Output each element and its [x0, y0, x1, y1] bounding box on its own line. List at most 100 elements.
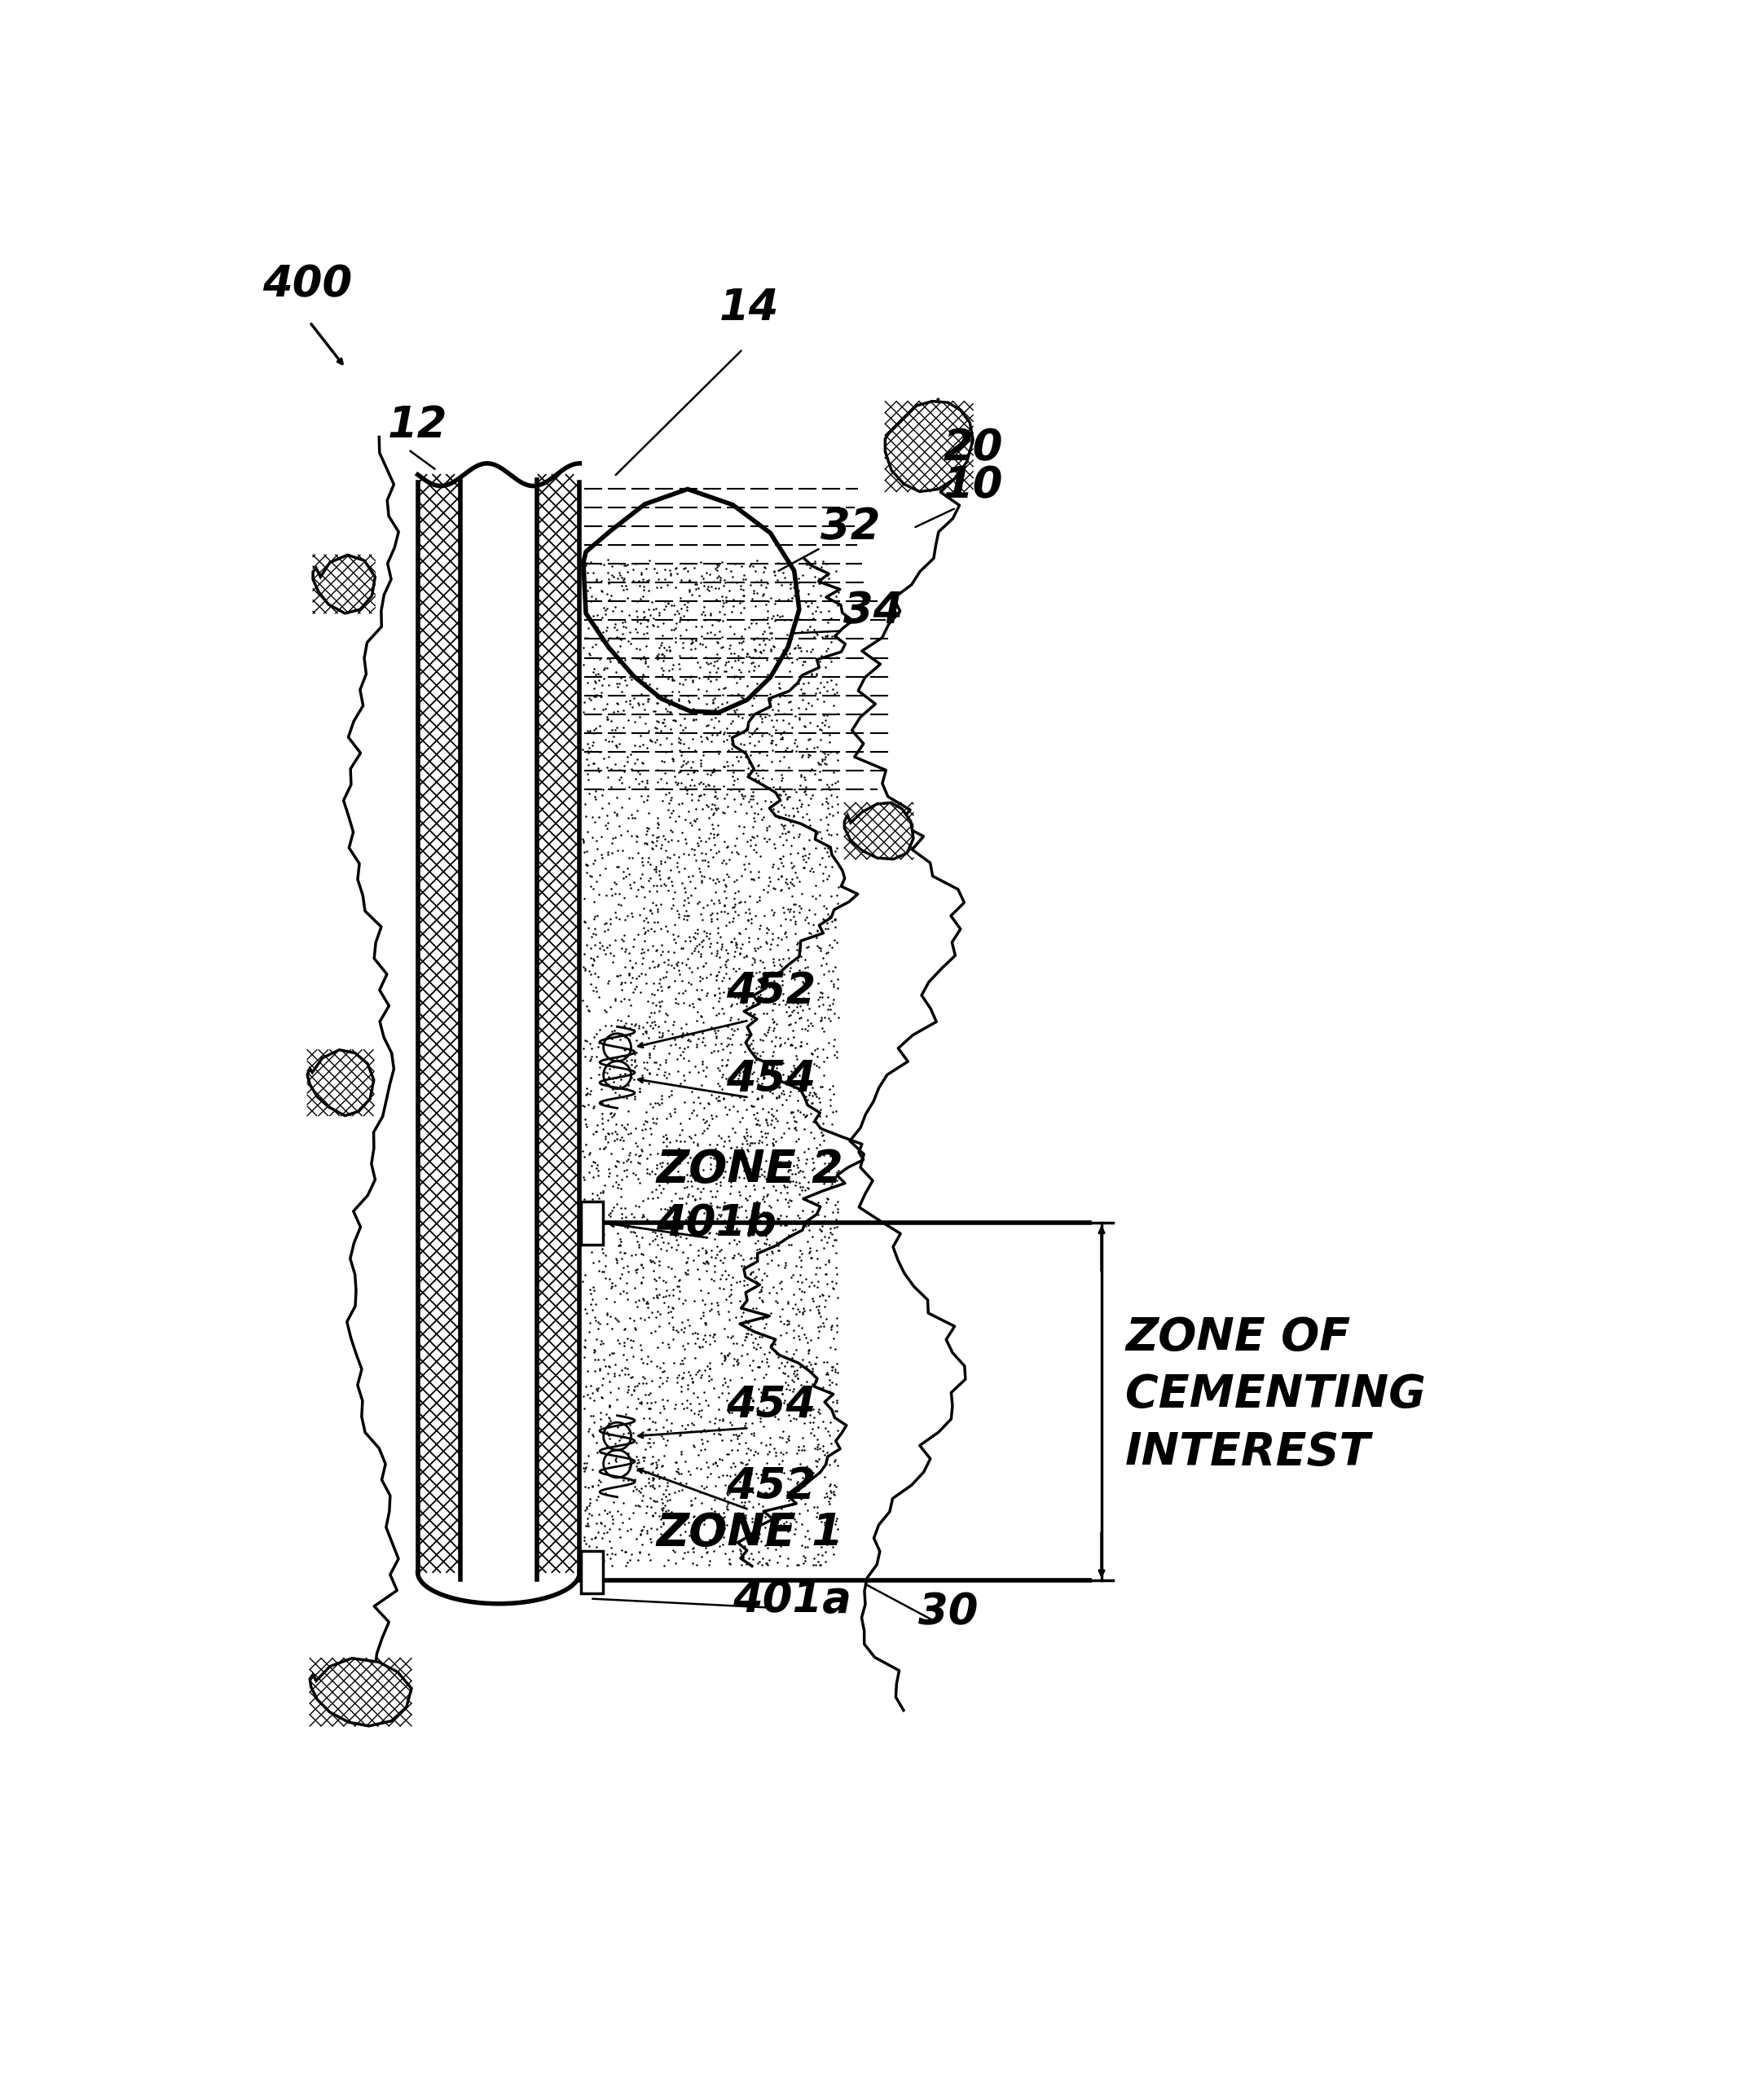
Point	[601, 895, 629, 928]
Point	[573, 1071, 601, 1105]
Point	[816, 1480, 844, 1514]
Point	[630, 617, 658, 651]
Point	[702, 1132, 730, 1166]
Point	[732, 1474, 760, 1508]
Point	[807, 1222, 835, 1256]
Point	[783, 932, 811, 966]
Point	[779, 1401, 807, 1434]
Point	[777, 733, 805, 766]
Point	[678, 722, 706, 756]
Point	[686, 743, 714, 777]
Point	[720, 617, 748, 651]
Point	[805, 1138, 833, 1172]
Point	[606, 878, 634, 911]
Point	[601, 1149, 629, 1182]
Point	[746, 735, 774, 769]
Point	[711, 565, 739, 598]
Point	[728, 735, 756, 769]
Point	[643, 1149, 671, 1182]
Point	[674, 1180, 702, 1214]
Point	[804, 590, 832, 624]
Point	[646, 939, 674, 972]
Text: 454: 454	[727, 1058, 816, 1100]
Point	[783, 1361, 811, 1394]
Point	[774, 1304, 802, 1338]
Point	[634, 1340, 662, 1373]
Point	[784, 1073, 812, 1107]
Point	[816, 735, 844, 769]
Text: 452: 452	[727, 970, 816, 1012]
Point	[634, 1392, 662, 1426]
Point	[692, 1058, 720, 1092]
Point	[741, 945, 769, 979]
Point	[709, 1403, 737, 1436]
Point	[602, 687, 630, 720]
Point	[767, 1386, 795, 1420]
Point	[664, 945, 692, 979]
Point	[669, 1287, 697, 1321]
Point	[790, 851, 818, 884]
Point	[797, 754, 825, 788]
Point	[823, 1155, 851, 1189]
Point	[662, 1124, 690, 1157]
Point	[804, 1294, 832, 1327]
Point	[751, 1510, 779, 1544]
Point	[671, 1140, 699, 1174]
Point	[671, 823, 699, 857]
Point	[629, 580, 657, 613]
Point	[664, 1218, 692, 1252]
Point	[592, 907, 620, 941]
Point	[622, 632, 650, 666]
Point	[814, 1243, 842, 1277]
Point	[700, 979, 728, 1012]
Point	[746, 1401, 774, 1434]
Point	[760, 1499, 788, 1533]
Point	[769, 943, 797, 976]
Point	[578, 1176, 606, 1210]
Point	[657, 613, 685, 647]
Point	[636, 1021, 664, 1054]
Point	[814, 838, 842, 871]
Point	[646, 1176, 674, 1210]
Point	[730, 1119, 758, 1153]
Point	[569, 733, 597, 766]
Point	[637, 825, 665, 859]
Point	[643, 722, 671, 756]
Point	[748, 1157, 776, 1191]
Point	[795, 1336, 823, 1369]
Point	[805, 1100, 833, 1134]
Point	[606, 762, 634, 796]
Point	[622, 546, 650, 580]
Point	[574, 758, 602, 792]
Polygon shape	[308, 1050, 373, 1115]
Point	[671, 1508, 699, 1541]
Point	[627, 556, 655, 590]
Point	[802, 1258, 830, 1292]
Point	[760, 1270, 788, 1304]
Point	[643, 1107, 671, 1140]
Point	[728, 777, 756, 811]
Point	[629, 745, 657, 779]
Point	[732, 970, 760, 1004]
Point	[608, 1224, 636, 1258]
Point	[646, 630, 674, 664]
Point	[816, 1520, 844, 1554]
Point	[585, 1254, 613, 1287]
Point	[749, 1199, 777, 1233]
Point	[709, 678, 737, 712]
Point	[721, 1140, 749, 1174]
Point	[814, 1527, 842, 1560]
Point	[606, 662, 634, 695]
Point	[783, 1506, 811, 1539]
Point	[601, 590, 629, 624]
Point	[592, 613, 620, 647]
Point	[758, 1126, 786, 1159]
Point	[777, 1260, 805, 1294]
Point	[795, 1346, 823, 1380]
Point	[618, 962, 646, 995]
Point	[751, 1306, 779, 1340]
Point	[660, 596, 688, 630]
Point	[688, 1016, 716, 1050]
Point	[739, 1098, 767, 1132]
Point	[622, 1023, 650, 1056]
